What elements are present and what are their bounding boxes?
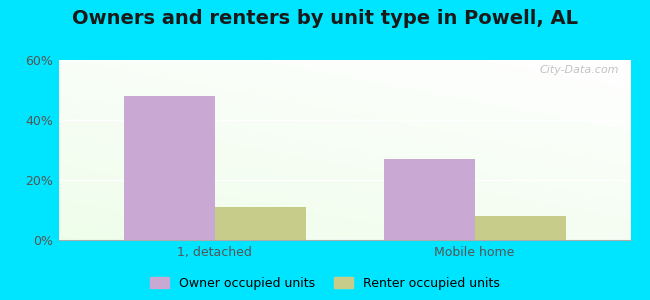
- Bar: [384, 159, 474, 240]
- Text: Owners and renters by unit type in Powell, AL: Owners and renters by unit type in Powel…: [72, 9, 578, 28]
- Bar: [214, 207, 306, 240]
- Legend: Owner occupied units, Renter occupied units: Owner occupied units, Renter occupied un…: [147, 273, 503, 294]
- Bar: [124, 96, 214, 240]
- Text: City-Data.com: City-Data.com: [540, 65, 619, 75]
- Bar: [474, 216, 566, 240]
